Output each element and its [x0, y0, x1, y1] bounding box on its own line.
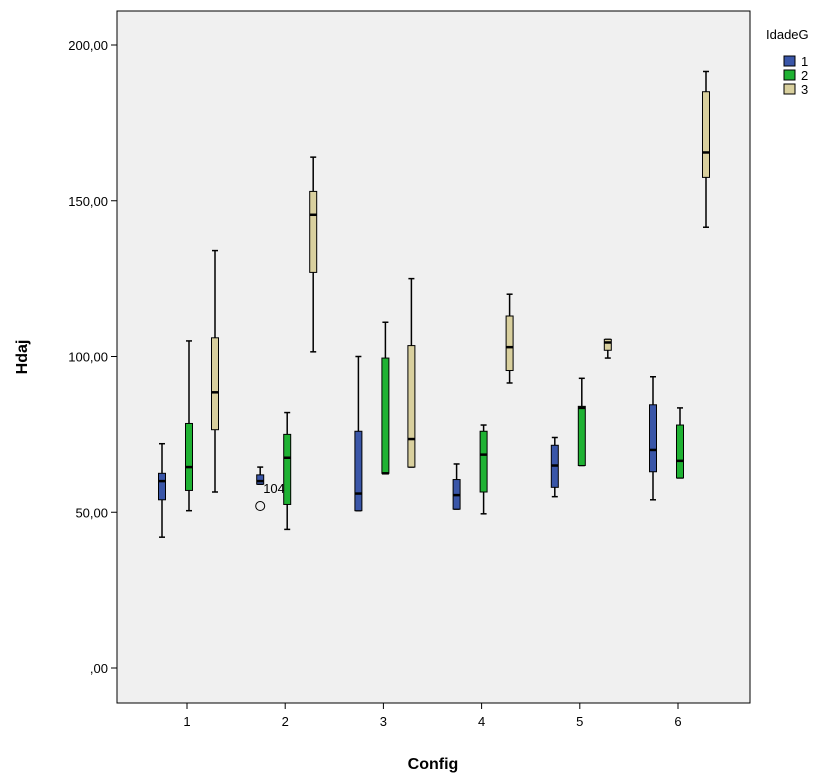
y-axis: ,00 50,00 100,00 150,00 200,00 — [68, 38, 117, 676]
box-series-group: 104 — [158, 70, 710, 538]
box — [283, 433, 292, 505]
legend-title: IdadeG — [766, 27, 809, 42]
legend-swatch — [783, 83, 796, 95]
x-tick-label: 3 — [380, 714, 387, 729]
box — [505, 315, 514, 372]
plot-area — [116, 10, 751, 704]
outlier-label: 104 — [263, 481, 285, 496]
box — [256, 474, 265, 485]
box — [407, 345, 416, 468]
box — [649, 404, 657, 473]
legend: IdadeG 123 — [766, 27, 809, 97]
box — [577, 405, 586, 467]
x-tick-label: 6 — [674, 714, 681, 729]
y-tick-label: 50,00 — [75, 505, 108, 520]
x-tick-label: 5 — [576, 714, 583, 729]
box — [676, 424, 684, 479]
x-tick-label: 1 — [183, 714, 190, 729]
box — [702, 91, 710, 178]
box — [603, 338, 612, 351]
legend-swatch — [783, 55, 796, 67]
x-tick-label: 2 — [282, 714, 289, 729]
box — [309, 190, 318, 273]
x-axis-title: Config — [408, 756, 459, 773]
y-tick-label: 200,00 — [68, 38, 108, 53]
y-tick-label: 150,00 — [68, 194, 108, 209]
box — [185, 422, 193, 491]
y-tick-label: ,00 — [90, 661, 108, 676]
legend-swatch — [783, 69, 796, 81]
box — [354, 430, 363, 512]
y-tick-label: 100,00 — [68, 350, 108, 365]
box — [158, 472, 166, 501]
x-axis: 1 2 3 4 5 6 — [183, 703, 682, 729]
x-tick-label: 4 — [478, 714, 485, 729]
outlier-point — [255, 501, 266, 512]
box — [381, 357, 390, 474]
box — [479, 430, 488, 493]
legend-label: 1 — [801, 54, 808, 69]
box — [211, 337, 219, 431]
y-axis-title: Hdaj — [14, 340, 31, 375]
legend-label: 3 — [801, 82, 808, 97]
legend-label: 2 — [801, 68, 808, 83]
